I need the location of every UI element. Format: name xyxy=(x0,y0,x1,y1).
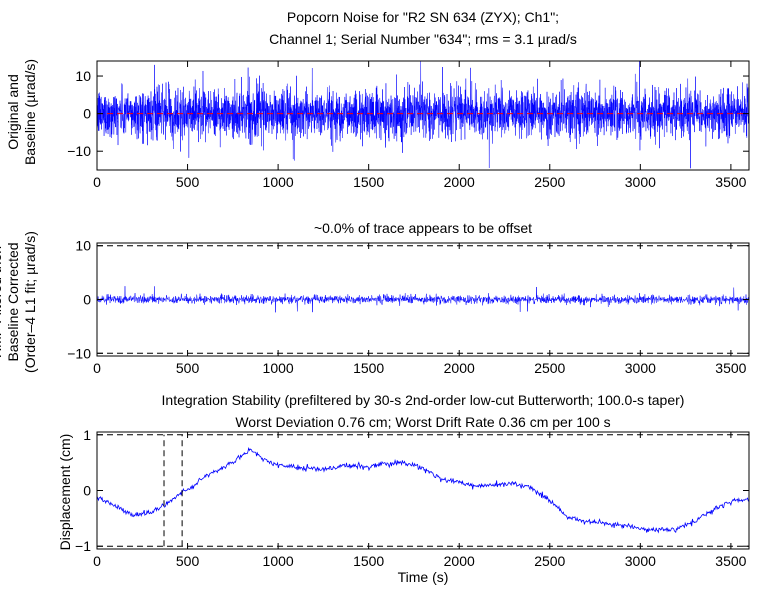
chart-title: Integration Stability (prefiltered by 30… xyxy=(162,392,685,408)
y-axis-label: Displacement (cm) xyxy=(57,434,73,551)
x-tick-label: 2500 xyxy=(534,553,565,569)
x-tick-label: 500 xyxy=(176,174,200,190)
chart-title: Channel 1; Serial Number "634"; rms = 3.… xyxy=(269,31,577,47)
series-trace xyxy=(97,286,749,313)
x-tick-label: 3500 xyxy=(715,553,746,569)
x-tick-label: 500 xyxy=(176,553,200,569)
y-tick-label: 10 xyxy=(75,68,91,84)
plot-area xyxy=(97,245,749,354)
series-trace xyxy=(97,61,749,169)
x-tick-label: 2500 xyxy=(534,174,565,190)
axes-box xyxy=(96,431,750,550)
y-axis-label: (Order–4 L1 fit; µrad/s) xyxy=(22,231,38,373)
x-tick-label: 2500 xyxy=(534,360,565,376)
x-tick-label: 3000 xyxy=(625,360,656,376)
x-tick-label: 3500 xyxy=(715,174,746,190)
x-tick-label: 500 xyxy=(176,360,200,376)
panel-1: 0 500 1000 1500 2000 2500 3000 3500−10010Popcor… xyxy=(5,9,750,190)
y-axis-label: RMF Filtered then xyxy=(0,246,4,358)
x-tick-label: 0 xyxy=(93,360,101,376)
x-tick-label: 0 xyxy=(93,174,101,190)
x-tick-label: 2000 xyxy=(444,174,475,190)
chart-title: ~0.0% of trace appears to be offset xyxy=(314,220,532,236)
axes-box xyxy=(96,60,750,171)
chart-title: Worst Deviation 0.76 cm; Worst Drift Rat… xyxy=(235,414,610,430)
y-tick-label: 0 xyxy=(83,483,91,499)
y-tick-label: −10 xyxy=(67,345,91,361)
y-tick-label: −10 xyxy=(67,143,91,159)
x-axis-label: Time (s) xyxy=(398,569,449,585)
x-tick-label: 1500 xyxy=(353,360,384,376)
y-tick-label: 10 xyxy=(75,238,91,254)
y-axis-label: Baseline Corrected xyxy=(5,242,21,361)
x-tick-label: 2000 xyxy=(444,360,475,376)
x-tick-label: 3500 xyxy=(715,360,746,376)
y-axis-label: Original and xyxy=(5,74,21,150)
y-tick-label: 0 xyxy=(83,292,91,308)
x-tick-label: 1000 xyxy=(263,360,294,376)
chart-title: Popcorn Noise for "R2 SN 634 (ZYX); Ch1"… xyxy=(287,9,559,25)
x-tick-label: 1500 xyxy=(353,553,384,569)
y-tick-label: −1 xyxy=(75,538,91,554)
y-tick-label: 1 xyxy=(83,427,91,443)
panel-2: 0 500 1000 1500 2000 2500 3000 3500−10010~0.0% … xyxy=(0,220,750,376)
x-tick-label: 1000 xyxy=(263,174,294,190)
x-tick-label: 3000 xyxy=(625,174,656,190)
x-tick-label: 1000 xyxy=(263,553,294,569)
plot-area xyxy=(97,61,749,169)
x-tick-label: 0 xyxy=(93,553,101,569)
panel-3: 0 500 1000 1500 2000 2500 3000 3500−101Integrat… xyxy=(57,392,750,585)
series-displacement xyxy=(97,446,749,534)
x-tick-label: 2000 xyxy=(444,553,475,569)
y-axis-label: Baseline (µrad/s) xyxy=(22,59,38,165)
x-tick-label: 3000 xyxy=(625,553,656,569)
y-tick-label: 0 xyxy=(83,106,91,122)
x-tick-label: 1500 xyxy=(353,174,384,190)
plot-area xyxy=(97,434,749,547)
